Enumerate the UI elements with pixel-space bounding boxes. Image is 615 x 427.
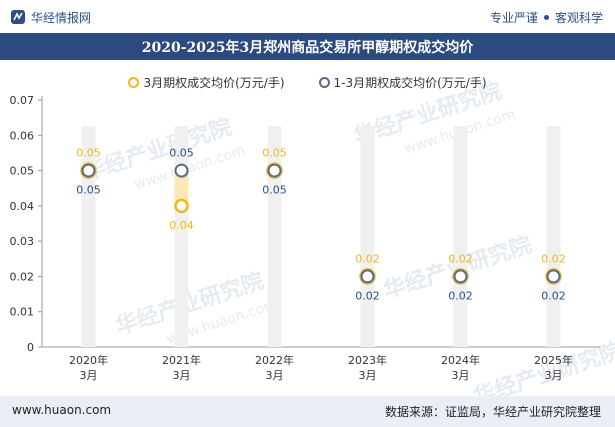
difference-band <box>174 170 189 206</box>
series2-data-label: 0.02 <box>541 289 566 302</box>
footer-source: 数据来源：证监局，华经产业研究院整理 <box>384 405 601 419</box>
x-tick-label: 2022年 <box>255 353 294 367</box>
y-tick-label: 0.04 <box>10 200 35 213</box>
series2-data-label: 0.05 <box>262 184 287 197</box>
category-band <box>453 126 468 347</box>
top-bar: 华经情报网 专业严谨 客观科学 <box>0 0 615 33</box>
series2-point[interactable] <box>453 269 468 284</box>
series1-point[interactable] <box>174 198 189 214</box>
separator-dot-icon <box>543 14 549 20</box>
series1-data-label: 0.02 <box>541 252 566 265</box>
x-tick-label: 2025年 <box>534 353 573 367</box>
series1-data-label: 0.02 <box>355 252 380 265</box>
brand-logo-icon <box>11 10 25 24</box>
legend-marker-icon <box>128 76 140 88</box>
legend-marker-icon <box>318 76 330 88</box>
y-tick-label: 0 <box>27 341 34 354</box>
y-tick-label: 0.06 <box>10 129 35 142</box>
category-band <box>360 126 375 347</box>
x-tick-label: 2021年 <box>162 353 201 367</box>
legend-label-series1: 3月期权成交均价(万元/手) <box>143 75 285 90</box>
x-tick-label: 3月 <box>452 369 470 382</box>
series2-point[interactable] <box>546 269 561 284</box>
brand[interactable]: 华经情报网 <box>10 8 91 26</box>
x-tick-label: 3月 <box>545 369 563 382</box>
chart-legend: 3月期权成交均价(万元/手) 1-3月期权成交均价(万元/手) <box>0 72 615 92</box>
x-tick-label: 3月 <box>173 369 191 382</box>
x-tick-label: 2024年 <box>441 353 480 367</box>
series1-data-label: 0.02 <box>448 252 473 265</box>
series2-data-label: 0.05 <box>76 184 101 197</box>
series1-data-label: 0.05 <box>262 147 287 160</box>
y-tick-label: 0.01 <box>10 306 35 319</box>
category-band <box>546 126 561 347</box>
footer: www.huaon.com 数据来源：证监局，华经产业研究院整理 <box>0 396 615 427</box>
series1-data-label: 0.05 <box>76 147 101 160</box>
y-tick-label: 0.03 <box>10 235 35 248</box>
category-band <box>81 126 96 347</box>
tag-objective: 客观科学 <box>554 10 603 25</box>
y-tick-label: 0.05 <box>10 165 35 178</box>
series2-data-label: 0.05 <box>169 147 194 160</box>
y-tick-label: 0.02 <box>10 270 35 283</box>
tag-professional: 专业严谨 <box>489 10 538 25</box>
series2-data-label: 0.02 <box>448 289 473 302</box>
legend-item-series1[interactable]: 3月期权成交均价(万元/手) <box>128 72 285 92</box>
x-tick-label: 3月 <box>80 369 98 382</box>
series2-point[interactable] <box>81 163 96 178</box>
chart-title: 2020-2025年3月郑州商品交易所甲醇期权成交均价 <box>0 33 615 60</box>
brand-name: 华经情报网 <box>31 10 92 25</box>
category-band <box>267 126 282 347</box>
legend-label-series2: 1-3月期权成交均价(万元/手) <box>333 75 487 90</box>
series2-point[interactable] <box>174 163 189 178</box>
legend-item-series2[interactable]: 1-3月期权成交均价(万元/手) <box>318 72 487 92</box>
x-tick-label: 3月 <box>359 369 377 382</box>
footer-website-link[interactable]: www.huaon.com <box>12 403 112 417</box>
series1-data-label: 0.04 <box>169 219 194 232</box>
series2-data-label: 0.02 <box>355 289 380 302</box>
series2-point[interactable] <box>267 163 282 178</box>
y-tick-label: 0.07 <box>10 94 35 107</box>
x-tick-label: 3月 <box>266 369 284 382</box>
series2-point[interactable] <box>360 269 375 284</box>
header-tags: 专业严谨 客观科学 <box>490 8 603 26</box>
x-tick-label: 2020年 <box>69 353 108 367</box>
x-tick-label: 2023年 <box>348 353 387 367</box>
